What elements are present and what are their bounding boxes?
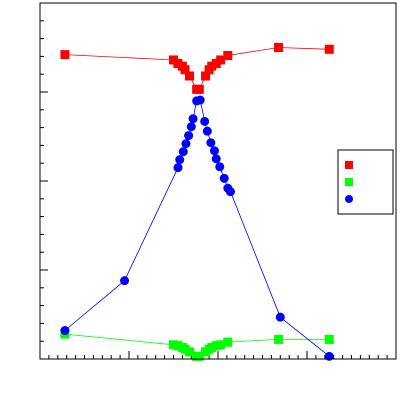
series-0-point (185, 71, 195, 81)
series-2-point (195, 95, 205, 105)
series-1-point (216, 340, 226, 350)
plot-frame (39, 2, 397, 360)
series-2-point (206, 138, 216, 148)
series-2-line (64, 99, 330, 357)
series-1-point (223, 337, 233, 347)
series-0-point (180, 65, 190, 75)
series-2-point (186, 122, 196, 132)
series-2-point (219, 173, 229, 183)
series-2-point (178, 147, 188, 157)
series-1-point (274, 334, 284, 344)
series-2-point (215, 162, 225, 172)
series-1-point (194, 351, 204, 361)
series-2-point (175, 155, 185, 165)
series-2-point (173, 163, 183, 173)
series-0-point (201, 71, 211, 81)
series-0-point (60, 50, 70, 60)
series-2-point (275, 312, 285, 322)
legend-marker-0 (345, 161, 353, 169)
legend-marker-1 (345, 178, 353, 186)
series-2-point (211, 154, 221, 164)
series-2-point (60, 326, 70, 336)
series-0-point (216, 55, 226, 65)
series-1-point (324, 334, 334, 344)
series-1-point (185, 347, 195, 357)
series-2-point (181, 139, 191, 149)
series-2-point (200, 116, 210, 126)
series-0-point (324, 44, 334, 54)
axis-ticks (39, 2, 397, 360)
series-0-point (194, 84, 204, 94)
series-2-point (209, 146, 219, 156)
series-2-point (188, 114, 198, 124)
series-0-point (223, 51, 233, 61)
series-0-line (64, 47, 330, 90)
legend-marker-2 (345, 195, 353, 203)
series-2-point (184, 131, 194, 141)
legend (337, 149, 394, 215)
series-2-point (120, 276, 130, 286)
series-2-point (225, 187, 235, 197)
series-2-point (202, 126, 212, 136)
series-markers (60, 43, 334, 361)
series-0-point (274, 43, 284, 52)
